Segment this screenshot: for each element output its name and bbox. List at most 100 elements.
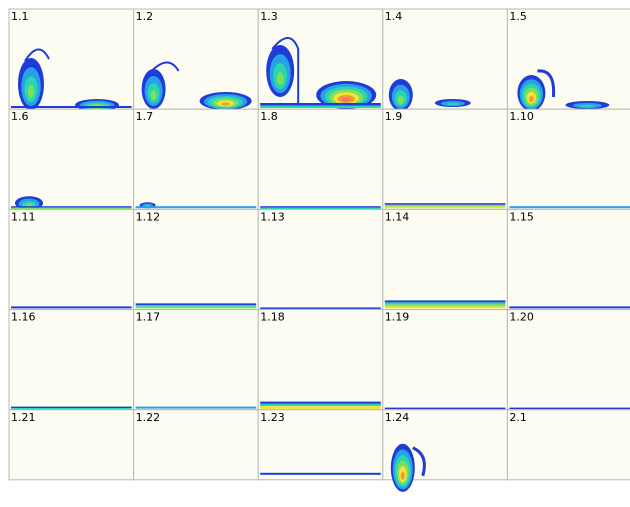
panel-label: 1.13 bbox=[260, 210, 285, 223]
panel-label: 1.14 bbox=[385, 210, 410, 223]
panel-content bbox=[11, 407, 132, 410]
density-baseline bbox=[260, 473, 381, 475]
plot-panel: 1.18 bbox=[258, 310, 383, 411]
plot-panel: 1.2 bbox=[134, 9, 259, 110]
panel-content bbox=[385, 300, 506, 308]
panel-content bbox=[11, 306, 132, 308]
panel-label: 1.16 bbox=[11, 311, 36, 324]
density-blob bbox=[221, 103, 230, 106]
plot-panel: 1.15 bbox=[507, 209, 630, 309]
panel-content bbox=[385, 408, 506, 410]
density-blob bbox=[447, 103, 459, 106]
panel-background bbox=[507, 310, 630, 410]
density-baseline bbox=[260, 402, 381, 404]
panel-label: 1.3 bbox=[260, 10, 278, 23]
plot-panel: 1.24 bbox=[383, 410, 508, 492]
panel-label: 1.4 bbox=[385, 10, 403, 23]
density-baseline bbox=[260, 404, 381, 406]
density-baseline bbox=[385, 304, 506, 306]
panel-label: 1.12 bbox=[136, 210, 161, 223]
density-baseline bbox=[509, 206, 630, 208]
plot-panel: 1.4 bbox=[383, 9, 508, 111]
plot-grid: 1.1 1.2 1.3 1.4 1.5 1.6 1.7 1.81.9 1.10 1.11 1.12 1… bbox=[0, 0, 630, 507]
panel-label: 1.23 bbox=[260, 411, 285, 424]
panel-label: 1.18 bbox=[260, 311, 285, 324]
panel-content bbox=[509, 306, 630, 308]
panel-background bbox=[9, 109, 134, 209]
plot-grid-window: 1.1 1.2 1.3 1.4 1.5 1.6 1.7 1.81.9 1.10 1.11 1.12 1… bbox=[0, 0, 630, 507]
plot-panel: 1.8 bbox=[258, 109, 383, 209]
density-baseline bbox=[509, 408, 630, 410]
plot-panel: 1.16 bbox=[9, 310, 134, 410]
panel-background bbox=[383, 109, 508, 209]
panel-content bbox=[260, 307, 381, 309]
panel-content bbox=[260, 206, 381, 209]
plot-panel: 1.17 bbox=[134, 310, 259, 410]
panel-label: 1.9 bbox=[385, 110, 403, 123]
panel-content bbox=[260, 473, 381, 475]
density-baseline bbox=[509, 306, 630, 308]
panel-background bbox=[134, 209, 259, 309]
density-blob bbox=[151, 90, 157, 100]
panel-label: 1.24 bbox=[385, 411, 410, 424]
plot-panel: 1.5 bbox=[507, 9, 630, 111]
panel-label: 1.7 bbox=[136, 110, 154, 123]
panel-label: 1.6 bbox=[11, 110, 29, 123]
plot-panel: 1.1 bbox=[9, 9, 134, 111]
density-baseline bbox=[260, 406, 381, 408]
panel-content bbox=[260, 402, 381, 411]
plot-panel: 1.3 bbox=[258, 9, 383, 109]
panel-label: 1.15 bbox=[509, 210, 534, 223]
density-baseline bbox=[260, 307, 381, 309]
panel-label: 1.11 bbox=[11, 210, 36, 223]
density-baseline bbox=[260, 103, 381, 106]
panel-label: 1.17 bbox=[136, 311, 161, 324]
panel-background bbox=[258, 310, 383, 410]
density-blob bbox=[342, 98, 351, 102]
density-baseline bbox=[11, 206, 132, 208]
panel-background bbox=[134, 310, 259, 410]
panel-content bbox=[509, 206, 630, 208]
plot-panel: 1.13 bbox=[258, 209, 383, 309]
plot-panel: 1.21 bbox=[9, 410, 134, 480]
density-baseline bbox=[136, 303, 257, 305]
plot-panel: 1.14 bbox=[383, 209, 508, 309]
panel-background bbox=[258, 209, 383, 309]
panel-label: 1.10 bbox=[509, 110, 534, 123]
panel-background bbox=[507, 109, 630, 209]
panel-background bbox=[134, 109, 259, 209]
panel-label: 1.2 bbox=[136, 10, 154, 23]
plot-panel: 1.6 bbox=[9, 109, 134, 210]
panel-background bbox=[507, 209, 630, 309]
density-baseline bbox=[136, 307, 257, 309]
plot-panel: 1.23 bbox=[258, 410, 383, 480]
density-baseline bbox=[260, 106, 381, 109]
panel-content bbox=[136, 303, 257, 308]
density-blob bbox=[28, 85, 35, 98]
density-baseline bbox=[385, 207, 506, 209]
panel-background bbox=[383, 310, 508, 410]
panel-label: 1.21 bbox=[11, 411, 36, 424]
plot-panel: 1.7 bbox=[134, 109, 259, 209]
panel-label: 1.1 bbox=[11, 10, 29, 23]
density-baseline bbox=[385, 306, 506, 308]
panel-background bbox=[9, 209, 134, 309]
density-baseline bbox=[136, 407, 257, 409]
panel-content bbox=[136, 407, 257, 409]
panel-label: 2.1 bbox=[509, 411, 527, 424]
density-baseline bbox=[136, 305, 257, 307]
density-baseline bbox=[385, 205, 506, 207]
panel-content bbox=[509, 408, 630, 410]
plot-panel: 1.11 bbox=[9, 209, 134, 309]
density-baseline bbox=[11, 106, 132, 108]
plot-panel: 1.10 bbox=[507, 109, 630, 209]
panel-label: 1.22 bbox=[136, 411, 161, 424]
density-baseline bbox=[385, 203, 506, 205]
panel-label: 1.20 bbox=[509, 311, 534, 324]
plot-panel: 2.1 bbox=[507, 410, 630, 480]
density-baseline bbox=[385, 300, 506, 302]
panel-label: 1.19 bbox=[385, 311, 410, 324]
panel-content bbox=[385, 203, 506, 208]
density-blob bbox=[529, 96, 534, 102]
density-blob bbox=[401, 472, 405, 480]
